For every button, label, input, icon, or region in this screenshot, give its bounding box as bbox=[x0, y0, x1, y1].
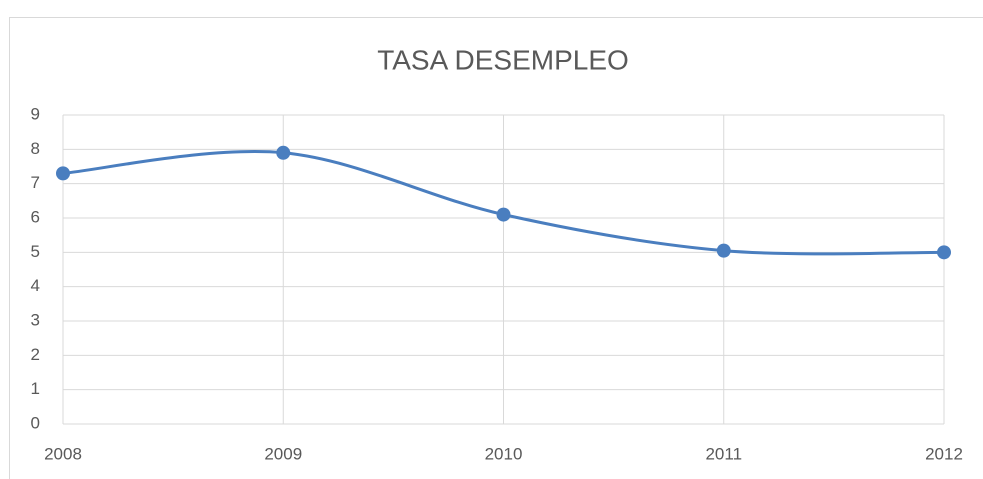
x-tick-label: 2012 bbox=[925, 444, 963, 463]
data-point bbox=[716, 243, 731, 258]
x-tick-label: 2011 bbox=[705, 444, 742, 463]
y-tick-label: 2 bbox=[31, 345, 40, 364]
y-tick-label: 4 bbox=[31, 276, 40, 295]
y-tick-label: 3 bbox=[31, 310, 40, 329]
y-tick-label: 7 bbox=[31, 173, 40, 192]
chart-frame bbox=[9, 17, 983, 479]
data-point bbox=[276, 145, 291, 160]
y-tick-label: 6 bbox=[31, 207, 40, 226]
y-tick-label: 0 bbox=[31, 413, 40, 432]
x-tick-label: 2008 bbox=[44, 444, 82, 463]
chart-title: TASA DESEMPLEO bbox=[377, 44, 629, 75]
y-tick-label: 1 bbox=[31, 379, 40, 398]
data-point bbox=[496, 207, 511, 222]
y-tick-label: 9 bbox=[31, 104, 40, 123]
data-point bbox=[937, 245, 951, 260]
y-tick-label: 8 bbox=[31, 139, 40, 158]
x-tick-label: 2009 bbox=[264, 444, 302, 463]
y-tick-label: 5 bbox=[31, 242, 40, 261]
x-tick-label: 2010 bbox=[485, 444, 523, 463]
data-point bbox=[56, 166, 70, 181]
